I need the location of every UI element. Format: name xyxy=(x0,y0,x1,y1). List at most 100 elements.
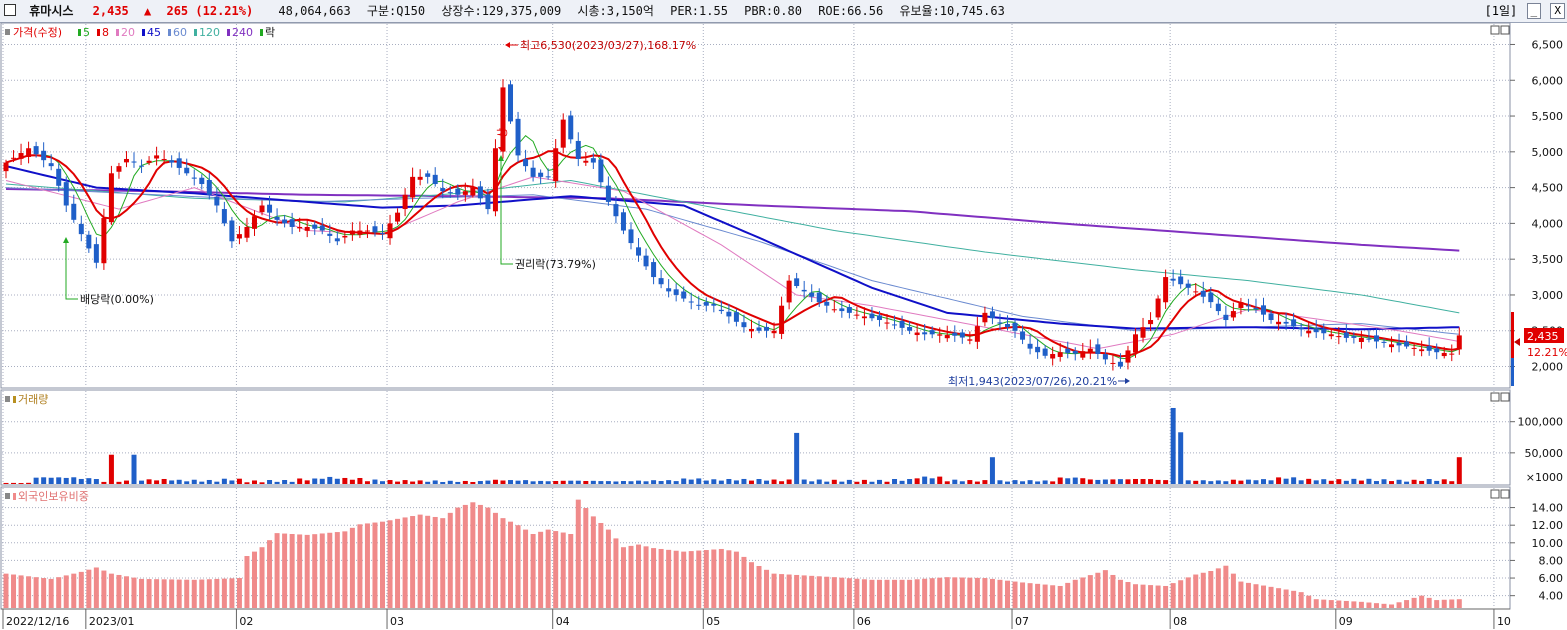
foreign-ratio-bar xyxy=(417,514,423,608)
volume-bar xyxy=(191,479,197,484)
y-tick-label: 4,500 xyxy=(1532,182,1564,195)
volume-bar xyxy=(1230,479,1236,484)
foreign-ratio-bar xyxy=(1155,585,1161,608)
low-label: 최저1,943(2023/07/26),20.21% xyxy=(948,375,1117,388)
volume-bar xyxy=(598,481,604,484)
panel-controls[interactable] xyxy=(1490,25,1510,499)
close-button[interactable]: X xyxy=(1550,3,1565,19)
x-tick-label: 2022/12/16 xyxy=(6,615,69,628)
period-button[interactable]: [1일] xyxy=(1484,4,1518,18)
volume-legend-marker xyxy=(5,396,10,402)
foreign-ratio-bar xyxy=(1087,575,1093,608)
ma8-line xyxy=(5,150,1460,358)
price-tag-percent: 12.21% xyxy=(1527,346,1567,359)
candle xyxy=(1110,362,1116,364)
candle xyxy=(681,291,687,299)
sang-label: 상 xyxy=(496,128,509,138)
volume-bar xyxy=(334,478,340,484)
foreign-ratio-bar xyxy=(1238,581,1244,608)
volume-bar xyxy=(907,479,913,484)
foreign-ratio-bar xyxy=(553,531,559,608)
volume-bar xyxy=(771,479,777,484)
price-panel-close-button[interactable] xyxy=(1500,25,1510,35)
candle xyxy=(26,148,32,157)
candle xyxy=(1441,352,1447,357)
candle xyxy=(1117,361,1123,367)
volume-bar xyxy=(696,478,702,484)
y-tick-label: 5,500 xyxy=(1532,110,1564,123)
foreign-ratio-bar xyxy=(402,517,408,608)
candle xyxy=(786,280,792,303)
volume-bar xyxy=(666,480,672,484)
volume-bar xyxy=(1381,479,1387,484)
candle xyxy=(116,166,122,172)
foreign-ratio-bar xyxy=(500,518,506,608)
legend-ma-60: 60 xyxy=(173,26,187,39)
volume-value: 48,064,663 xyxy=(278,4,351,18)
candle xyxy=(1080,351,1086,358)
candle xyxy=(831,309,837,311)
volume-bar xyxy=(387,480,393,484)
volume-bar xyxy=(824,481,830,484)
foreign-ratio-bar xyxy=(1042,584,1048,608)
volume-bar xyxy=(854,481,860,484)
foreign-ratio-bar xyxy=(869,579,875,608)
foreign-ratio-bar xyxy=(18,575,24,608)
volume-bar xyxy=(967,480,973,484)
foreign-ratio-bar xyxy=(1253,584,1259,608)
candle xyxy=(1253,307,1259,310)
stock-name: 휴마시스 xyxy=(29,4,74,18)
foreign-ratio-bar xyxy=(372,522,378,608)
foreign-ratio-bar xyxy=(1404,600,1410,608)
legend-ma-120: 120 xyxy=(199,26,220,39)
candle xyxy=(809,292,815,297)
stock-chart[interactable]: 2022/12/16 2023/01 02 03 04 05 06 07 08 09 10 6,500… xyxy=(0,22,1567,630)
foreign-ratio-bar xyxy=(1208,571,1214,608)
volume-panel-restore-button[interactable] xyxy=(1490,392,1500,402)
candle xyxy=(1283,321,1289,324)
candle xyxy=(1208,292,1214,303)
checkbox[interactable] xyxy=(4,4,16,16)
volume-bar xyxy=(289,481,295,484)
candlesticks xyxy=(3,79,1462,371)
foreign-ratio-bar xyxy=(538,531,544,608)
candle xyxy=(1065,348,1071,353)
foreign-ratio-bar xyxy=(282,533,288,608)
volume-bar xyxy=(1133,478,1138,484)
candle xyxy=(1328,334,1334,337)
candle xyxy=(1050,354,1056,359)
foreign-panel-restore-button[interactable] xyxy=(1490,489,1500,499)
dividend-annotation: 배당락(0.00%) xyxy=(63,237,154,306)
volume-bar xyxy=(1253,480,1259,484)
axes: 2022/12/16 2023/01 02 03 04 05 06 07 08 09 10 6,500… xyxy=(1,38,1563,629)
volume-panel[interactable] xyxy=(0,389,1511,486)
volume-bar xyxy=(831,479,837,484)
volume-panel-close-button[interactable] xyxy=(1500,392,1510,402)
candle xyxy=(387,223,393,239)
candle xyxy=(628,229,634,244)
volume-bar xyxy=(1343,480,1349,484)
candle xyxy=(1004,323,1010,328)
candle xyxy=(154,155,160,159)
foreign-ratio-bar xyxy=(666,549,672,608)
candle xyxy=(974,326,980,342)
foreign-panel-close-button[interactable] xyxy=(1500,489,1510,499)
candle xyxy=(1072,350,1078,354)
foreign-ratio-bar xyxy=(733,551,739,608)
high-label: 최고6,530(2023/03/27),168.17% xyxy=(520,39,696,52)
volume-bar xyxy=(372,479,378,484)
volume-bar xyxy=(214,481,220,484)
candle xyxy=(1456,335,1462,350)
candle xyxy=(93,244,99,263)
price-panel-restore-button[interactable] xyxy=(1490,25,1500,35)
foreign-ratio-bar xyxy=(929,578,935,608)
volume-bars xyxy=(3,407,1462,484)
minimize-button[interactable]: _ xyxy=(1526,3,1542,19)
foreign-ratio-bar xyxy=(1358,601,1364,608)
volume-bar xyxy=(108,454,114,484)
foreign-ratio-bar xyxy=(726,550,732,608)
foreign-ratio-bar xyxy=(1020,582,1026,608)
volume-bar xyxy=(703,480,709,484)
volume-bar xyxy=(1042,480,1048,484)
volume-bar xyxy=(267,480,273,484)
